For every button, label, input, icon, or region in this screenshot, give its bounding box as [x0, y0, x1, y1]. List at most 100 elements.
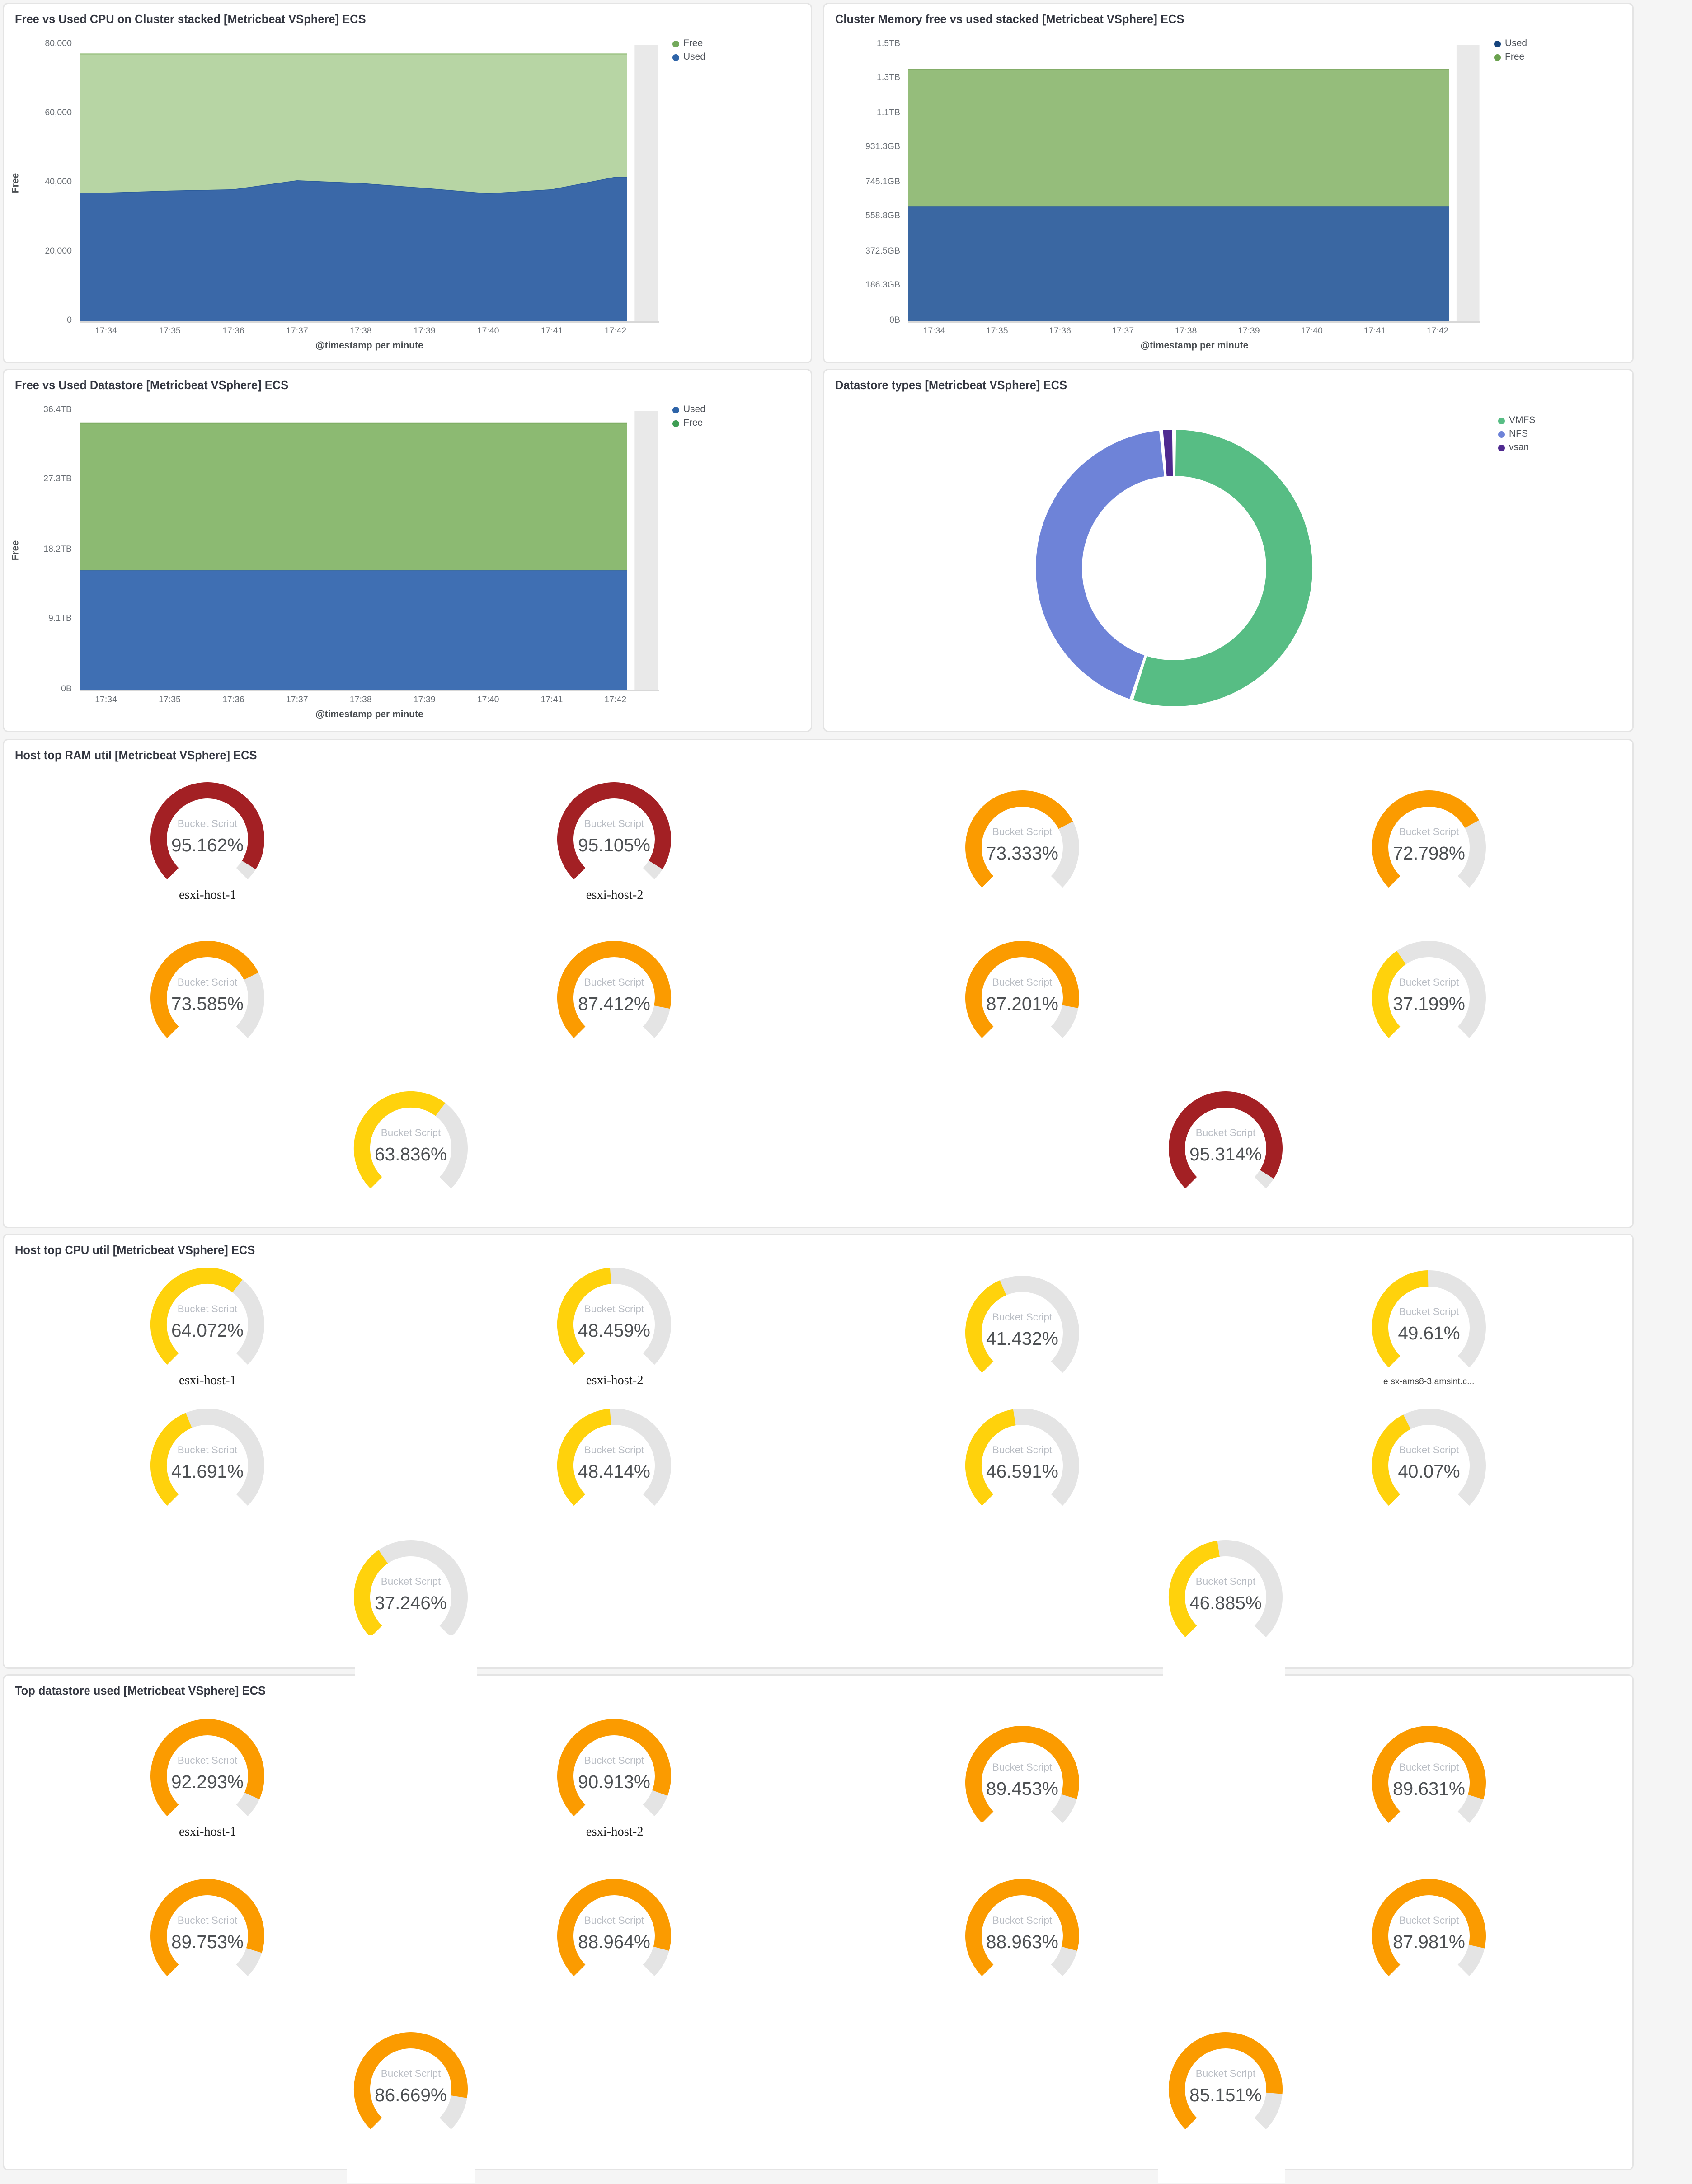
x-tick-label: 17:40 — [477, 327, 499, 337]
gauge-value: 48.414% — [578, 1461, 651, 1481]
x-tick-label: 17:40 — [1301, 327, 1323, 337]
legend-label: vsan — [1509, 443, 1529, 453]
x-axis-line — [908, 321, 1480, 323]
gauge-subtitle: Bucket Script — [585, 976, 645, 987]
gauge-value: 72.798% — [1393, 842, 1465, 863]
gauge-subtitle: Bucket Script — [992, 1762, 1052, 1773]
y-tick-label: 36.4TB — [43, 405, 72, 415]
y-tick-label: 0 — [67, 315, 72, 325]
area-series-used — [908, 206, 1449, 322]
legend-label: Used — [1505, 39, 1528, 49]
gauge-row: Bucket Script 86.669% Bucket Script 85.151% — [4, 2008, 1632, 2161]
gauge-subtitle: Bucket Script — [178, 1915, 238, 1926]
gauge-value-arc — [964, 1409, 1015, 1505]
gauge-value: 87.981% — [1393, 1931, 1465, 1952]
y-tick-label: 60,000 — [45, 108, 72, 118]
gauge-subtitle: Bucket Script — [381, 2067, 441, 2079]
donut-slice-vmfs[interactable] — [1133, 430, 1312, 707]
legend-item-vsan[interactable]: vsan — [1498, 444, 1535, 453]
gauge-value-arc — [150, 1268, 243, 1366]
gauge-subtitle: Bucket Script — [585, 1304, 645, 1315]
gauge-arc: Bucket Script 89.631% — [1372, 1726, 1486, 1824]
y-tick-label: 745.1GB — [865, 177, 900, 187]
gauge-arc: Bucket Script 46.885% — [1168, 1540, 1283, 1638]
gauge-arc: Bucket Script 37.199% — [1372, 940, 1486, 1038]
x-tick-label: 17:39 — [413, 327, 436, 337]
donut-chart — [1036, 430, 1312, 707]
legend-item-nfs[interactable]: NFS — [1498, 430, 1535, 440]
x-tick-label: 17:35 — [159, 695, 181, 705]
gauge: Bucket Script 46.591% — [818, 1408, 1226, 1514]
gauge-value-arc — [964, 1280, 1006, 1373]
legend-item-free[interactable]: Free — [1494, 53, 1527, 63]
gauge-row: Bucket Script 64.072% esxi-host-1 Bucket Sc… — [4, 1263, 1632, 1395]
x-axis-title: @timestamp per minute — [315, 342, 423, 352]
gauge-subtitle: Bucket Script — [585, 1444, 645, 1455]
legend-dot — [1498, 431, 1505, 438]
gauge-value-arc — [1372, 1879, 1486, 1977]
gauge-value-arc — [558, 1268, 612, 1366]
legend-dot — [1494, 54, 1501, 61]
y-tick-label: 18.2TB — [43, 545, 72, 554]
area-series-free — [80, 54, 627, 194]
panel-host-top-cpu-util: Host top CPU util [Metricbeat VSphere] E… — [3, 1234, 1634, 1669]
area-series-free — [80, 423, 627, 571]
gauge: Bucket Script 41.691% — [4, 1408, 411, 1514]
gauge-subtitle: Bucket Script — [585, 1915, 645, 1926]
gauge-value: 37.246% — [375, 1593, 447, 1614]
gauge-arc: Bucket Script 64.072% — [150, 1268, 265, 1366]
gauge-host-label: esxi-host-2 — [586, 1826, 644, 1840]
gauge: Bucket Script 49.61% e sx-ams8-3.amsint.c.… — [1225, 1270, 1632, 1387]
legend-item-vmfs[interactable]: VMFS — [1498, 417, 1535, 426]
gauge-value: 88.963% — [986, 1931, 1058, 1952]
gauge-row: Bucket Script 92.293% esxi-host-1 Bucket Sc… — [4, 1703, 1632, 1856]
gauge-value: 46.885% — [1189, 1593, 1261, 1614]
legend-item-used[interactable]: Used — [672, 406, 705, 415]
gauge-row: Bucket Script 41.691% Bucket Script 48.414%… — [4, 1395, 1632, 1527]
legend-item-used[interactable]: Used — [672, 53, 705, 63]
y-tick-label: 80,000 — [45, 39, 72, 49]
x-axis-line — [80, 690, 659, 692]
gauge-host-label: esxi-host-1 — [179, 1826, 236, 1840]
render-artifact — [347, 2135, 475, 2183]
y-tick-label: 186.3GB — [865, 281, 900, 291]
gauge-value: 87.412% — [578, 993, 651, 1014]
panel-title: Host top RAM util [Metricbeat VSphere] E… — [15, 748, 257, 762]
x-tick-label: 17:42 — [604, 695, 627, 705]
panel-top-datastore-used: Top datastore used [Metricbeat VSphere] … — [3, 1674, 1634, 2170]
x-tick-label: 17:42 — [1426, 327, 1449, 337]
gauge: Bucket Script 88.963% — [818, 1879, 1226, 1985]
gauge-value: 95.162% — [171, 835, 244, 855]
gauge-arc: Bucket Script 72.798% — [1372, 790, 1486, 888]
gauge-arc: Bucket Script 46.591% — [964, 1408, 1079, 1505]
x-tick-label: 17:36 — [222, 327, 244, 337]
x-axis-title: @timestamp per minute — [1140, 342, 1249, 352]
legend-item-free[interactable]: Free — [672, 419, 705, 429]
donut-slice-nfs[interactable] — [1036, 431, 1165, 700]
gauge-arc: Bucket Script 95.105% — [558, 782, 672, 880]
gauge-value: 87.201% — [986, 993, 1058, 1014]
legend-dot — [1494, 41, 1501, 48]
gauge-value-arc — [558, 940, 672, 1038]
panel-title: Host top CPU util [Metricbeat VSphere] E… — [15, 1243, 255, 1257]
legend-item-used[interactable]: Used — [1494, 40, 1527, 49]
legend-item-free[interactable]: Free — [672, 40, 705, 49]
gauge-host-label: esxi-host-2 — [586, 1375, 644, 1389]
gauge-value: 88.964% — [578, 1931, 651, 1952]
donut-slice-vsan[interactable] — [1163, 430, 1173, 477]
gauge-value-arc — [150, 940, 259, 1038]
gauge-value-arc — [354, 1550, 389, 1638]
gauge: Bucket Script 46.885% — [818, 1540, 1633, 1646]
partial-bucket-bar — [634, 45, 658, 322]
gauge-subtitle: Bucket Script — [1195, 1576, 1255, 1588]
gauge-arc: Bucket Script 89.453% — [964, 1726, 1079, 1824]
gauge-value: 89.453% — [986, 1779, 1058, 1799]
gauge-value: 89.753% — [171, 1931, 244, 1952]
y-tick-label: 0B — [61, 684, 72, 694]
gauge-value: 85.151% — [1189, 2084, 1261, 2105]
gauge-value-arc — [558, 782, 672, 880]
y-axis-title: Free — [11, 540, 21, 561]
gauge: Bucket Script 95.314% — [818, 1090, 1633, 1197]
gauge-grid-datastore-used: Bucket Script 92.293% esxi-host-1 Bucket Sc… — [4, 1700, 1632, 2169]
gauge-arc: Bucket Script 92.293% — [150, 1719, 265, 1817]
